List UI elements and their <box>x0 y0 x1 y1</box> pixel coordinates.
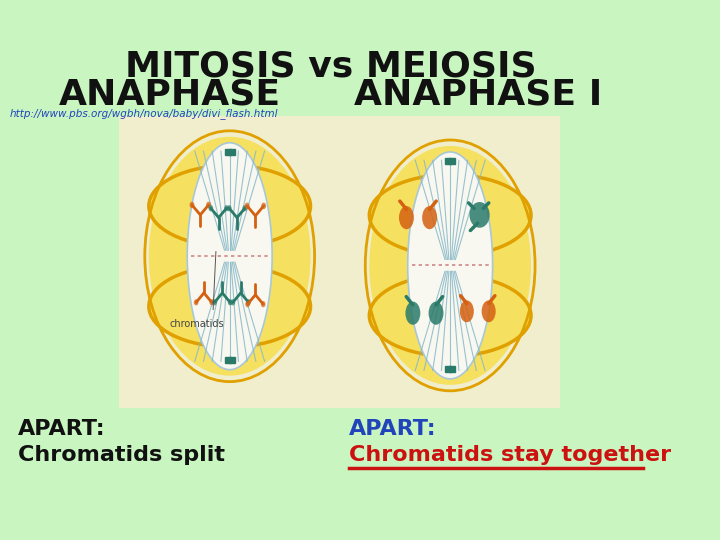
FancyBboxPatch shape <box>168 247 291 266</box>
Ellipse shape <box>209 205 213 211</box>
Ellipse shape <box>369 275 531 356</box>
Ellipse shape <box>422 206 437 229</box>
Ellipse shape <box>187 143 272 370</box>
Text: chromatids: chromatids <box>170 319 225 329</box>
Ellipse shape <box>261 301 266 307</box>
Ellipse shape <box>210 299 214 306</box>
FancyBboxPatch shape <box>389 256 512 275</box>
Ellipse shape <box>224 205 229 211</box>
Text: MITOSIS vs MEIOSIS: MITOSIS vs MEIOSIS <box>125 50 536 84</box>
FancyBboxPatch shape <box>340 116 560 408</box>
Text: APART:: APART: <box>19 419 106 439</box>
Text: Chromatids split: Chromatids split <box>19 444 225 464</box>
Ellipse shape <box>369 174 531 256</box>
Ellipse shape <box>261 202 266 209</box>
Text: Chromatids stay together: Chromatids stay together <box>349 444 671 464</box>
Ellipse shape <box>149 137 310 376</box>
Text: ANAPHASE: ANAPHASE <box>59 77 281 111</box>
Ellipse shape <box>369 146 531 385</box>
Ellipse shape <box>194 299 199 306</box>
Ellipse shape <box>460 300 474 322</box>
Ellipse shape <box>230 299 235 306</box>
Text: APART:: APART: <box>349 419 437 439</box>
Ellipse shape <box>399 206 414 229</box>
Ellipse shape <box>405 302 420 325</box>
Ellipse shape <box>149 165 310 247</box>
Ellipse shape <box>428 302 444 325</box>
Ellipse shape <box>246 299 251 306</box>
Ellipse shape <box>408 152 492 379</box>
Ellipse shape <box>227 205 232 211</box>
FancyBboxPatch shape <box>120 116 340 408</box>
Ellipse shape <box>189 201 194 208</box>
Ellipse shape <box>212 299 217 306</box>
Ellipse shape <box>149 266 310 347</box>
Text: http://www.pbs.org/wgbh/nova/baby/divi_flash.html: http://www.pbs.org/wgbh/nova/baby/divi_f… <box>9 109 278 119</box>
Ellipse shape <box>469 202 490 228</box>
Ellipse shape <box>206 201 211 208</box>
Ellipse shape <box>228 299 233 306</box>
Ellipse shape <box>243 205 247 211</box>
Ellipse shape <box>246 301 250 307</box>
Text: ANAPHASE I: ANAPHASE I <box>354 77 602 111</box>
Ellipse shape <box>245 202 250 209</box>
Ellipse shape <box>482 300 495 322</box>
